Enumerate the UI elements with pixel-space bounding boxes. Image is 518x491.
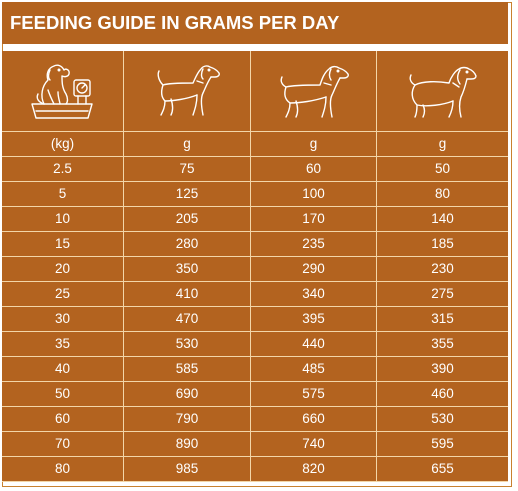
weight-cell: 80	[2, 457, 124, 482]
adult-dog-grams-cell: 660	[251, 407, 377, 432]
table-row: 30 470 395 315	[2, 307, 508, 332]
adult-dog-grams-cell: 100	[251, 182, 377, 207]
weight-cell: 25	[2, 282, 124, 307]
table-row: 10 205 170 140	[2, 207, 508, 232]
young-dog-grams-cell: 790	[124, 407, 251, 432]
senior-dog-grams-cell: 80	[377, 182, 508, 207]
young-dog-grams-cell: 75	[124, 157, 251, 182]
young-dog-grams-cell: 530	[124, 332, 251, 357]
senior-dog-grams-cell: 315	[377, 307, 508, 332]
dog-on-scale-icon	[30, 64, 93, 119]
adult-dog-grams-cell: 740	[251, 432, 377, 457]
adult-dog-grams-cell: 340	[251, 282, 377, 307]
weight-cell: 50	[2, 382, 124, 407]
adult-dog-grams-cell: 60	[251, 157, 377, 182]
header-cell-adult	[251, 51, 377, 132]
unit-row: (kg) g g g	[2, 132, 508, 157]
weight-cell: 30	[2, 307, 124, 332]
table-row: 15 280 235 185	[2, 232, 508, 257]
young-dog-icon	[157, 65, 220, 116]
young-dog-grams-cell: 690	[124, 382, 251, 407]
senior-dog-grams-cell: 275	[377, 282, 508, 307]
unit-cell: g	[251, 132, 377, 157]
young-dog-grams-cell: 470	[124, 307, 251, 332]
weight-cell: 15	[2, 232, 124, 257]
young-dog-grams-cell: 205	[124, 207, 251, 232]
title-bar: FEEDING GUIDE IN GRAMS PER DAY	[2, 2, 508, 44]
senior-dog-grams-cell: 50	[377, 157, 508, 182]
feeding-table: (kg) g g g 2.5 75 60 50 5 125 100 80 10 205 170 140…	[2, 51, 508, 482]
adult-dog-grams-cell: 395	[251, 307, 377, 332]
header-cell-young	[124, 51, 251, 132]
unit-cell: (kg)	[2, 132, 124, 157]
adult-dog-grams-cell: 820	[251, 457, 377, 482]
young-dog-grams-cell: 280	[124, 232, 251, 257]
table-row: 70 890 740 595	[2, 432, 508, 457]
young-dog-grams-cell: 350	[124, 257, 251, 282]
page-title: FEEDING GUIDE IN GRAMS PER DAY	[10, 12, 340, 33]
weight-cell: 2.5	[2, 157, 124, 182]
senior-dog-grams-cell: 595	[377, 432, 508, 457]
icon-row	[2, 51, 508, 132]
adult-dog-grams-cell: 290	[251, 257, 377, 282]
senior-dog-grams-cell: 655	[377, 457, 508, 482]
weight-cell: 60	[2, 407, 124, 432]
young-dog-grams-cell: 585	[124, 357, 251, 382]
young-dog-grams-cell: 410	[124, 282, 251, 307]
senior-dog-grams-cell: 355	[377, 332, 508, 357]
senior-dog-grams-cell: 530	[377, 407, 508, 432]
young-dog-grams-cell: 890	[124, 432, 251, 457]
header-cell-weight	[2, 51, 124, 132]
senior-dog-icon	[409, 66, 477, 118]
weight-cell: 10	[2, 207, 124, 232]
table-row: 50 690 575 460	[2, 382, 508, 407]
table-row: 5 125 100 80	[2, 182, 508, 207]
senior-dog-grams-cell: 460	[377, 382, 508, 407]
adult-dog-grams-cell: 170	[251, 207, 377, 232]
table-row: 25 410 340 275	[2, 282, 508, 307]
unit-cell: g	[377, 132, 508, 157]
senior-dog-grams-cell: 140	[377, 207, 508, 232]
adult-dog-grams-cell: 575	[251, 382, 377, 407]
table-row: 2.5 75 60 50	[2, 157, 508, 182]
adult-dog-grams-cell: 440	[251, 332, 377, 357]
senior-dog-grams-cell: 390	[377, 357, 508, 382]
unit-cell: g	[124, 132, 251, 157]
adult-dog-icon	[280, 65, 349, 118]
senior-dog-grams-cell: 185	[377, 232, 508, 257]
table-row: 35 530 440 355	[2, 332, 508, 357]
header-cell-senior	[377, 51, 508, 132]
table-row: 60 790 660 530	[2, 407, 508, 432]
weight-cell: 20	[2, 257, 124, 282]
table-row: 40 585 485 390	[2, 357, 508, 382]
weight-cell: 5	[2, 182, 124, 207]
weight-cell: 70	[2, 432, 124, 457]
young-dog-grams-cell: 125	[124, 182, 251, 207]
adult-dog-grams-cell: 485	[251, 357, 377, 382]
table-row: 80 985 820 655	[2, 457, 508, 482]
young-dog-grams-cell: 985	[124, 457, 251, 482]
adult-dog-grams-cell: 235	[251, 232, 377, 257]
weight-cell: 40	[2, 357, 124, 382]
senior-dog-grams-cell: 230	[377, 257, 508, 282]
weight-cell: 35	[2, 332, 124, 357]
table-row: 20 350 290 230	[2, 257, 508, 282]
